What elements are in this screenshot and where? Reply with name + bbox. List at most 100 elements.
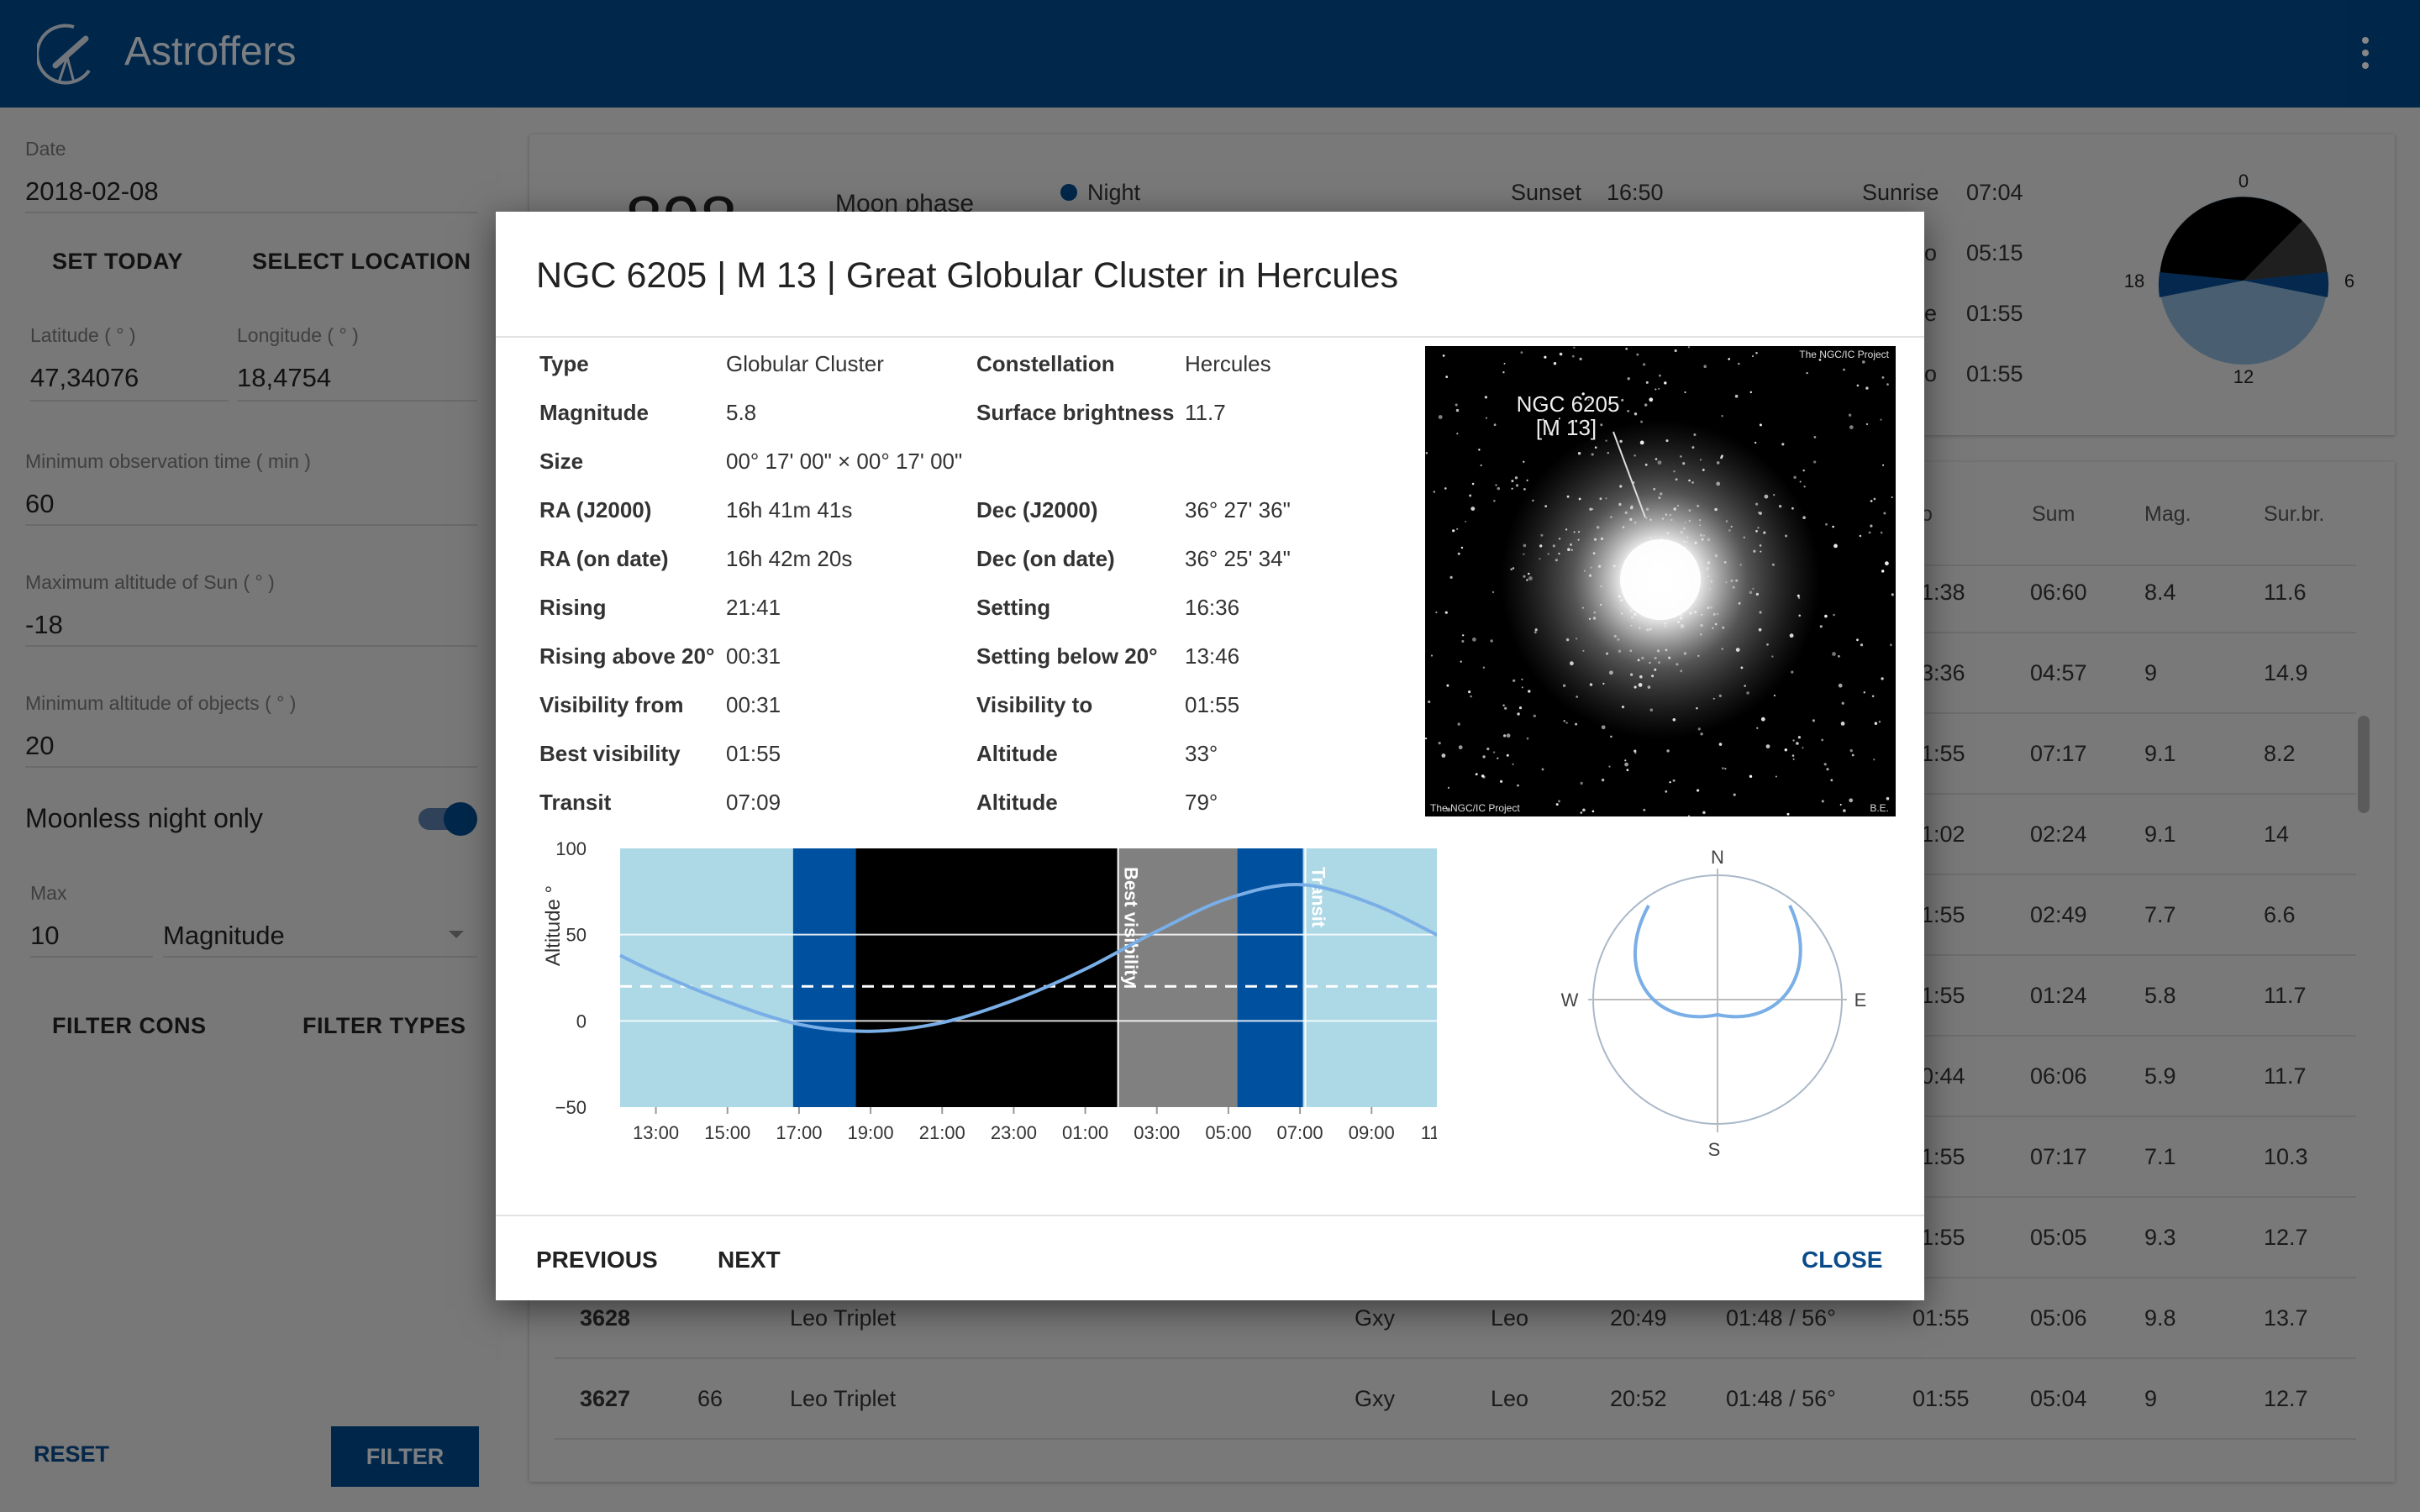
table-cell: 13.7 [2264,1305,2308,1331]
table-cell: 1:55 [1921,741,1965,766]
sunrise-value: 07:04 [1966,180,2023,205]
x-tick-label: 05:00 [1205,1122,1251,1143]
detail-value: 01:55 [1185,692,1240,717]
detail-value: 16:36 [1185,595,1240,620]
date-label: Date [25,138,66,160]
column-header-mag[interactable]: Mag. [2144,502,2191,526]
moonless-toggle-knob[interactable] [444,802,477,836]
max-sun-field[interactable]: -18 [25,610,63,639]
date-field[interactable]: 2018-02-08 [25,176,159,206]
sunset-value: 16:50 [1607,180,1664,205]
table-cell: 8.4 [2144,580,2176,605]
table-cell: Leo Triplet [790,1386,897,1411]
table-cell: 06:06 [2030,1063,2087,1089]
longitude-field[interactable]: 18,4754 [237,363,332,392]
sidebar [0,108,502,1512]
time-band [1118,848,1238,1107]
clock-label-12: 12 [2233,366,2254,386]
time-band [620,848,793,1107]
detail-value: 00:31 [726,643,781,669]
table-cell: 9 [2144,660,2158,685]
x-tick-label: 11:00 [1421,1122,1437,1143]
table-cell: Leo [1491,1386,1529,1411]
detail-value: 36° 25' 34" [1185,546,1291,571]
detail-key: Altitude [976,741,1058,766]
x-tick-label: 03:00 [1134,1122,1180,1143]
detail-key: Visibility from [539,692,684,717]
max-field[interactable]: 10 [30,921,60,950]
table-cell: 1:55 [1921,1144,1965,1169]
table-cell: 14.9 [2264,660,2308,685]
table-cell: 02:24 [2030,822,2087,847]
sunset-label: Sunset [1511,180,1582,205]
select-location-button[interactable]: SELECT LOCATION [252,249,471,274]
x-tick-label: 17:00 [776,1122,822,1143]
latitude-field[interactable]: 47,34076 [30,363,139,392]
detail-value: 13:46 [1185,643,1240,669]
y-tick-label: 100 [555,838,587,859]
min-alt-field[interactable]: 20 [25,731,55,760]
previous-button[interactable]: PREVIOUS [536,1247,658,1273]
column-header-sum[interactable]: Sum [2032,502,2075,526]
telescope-icon [37,24,91,85]
detail-key: Best visibility [539,741,681,766]
table-cell: 7.1 [2144,1144,2176,1169]
altitude-chart: Best visibility Transit 100 50 0 −50 13:00 15… [542,838,1437,1143]
summary-label-partial: o [1924,240,1938,265]
max-sun-label: Maximum altitude of Sun ( ° ) [25,571,275,593]
max-underline [30,956,153,958]
more-vert-icon[interactable] [2353,34,2378,74]
detail-key: Setting [976,595,1051,620]
app-title: Astroffers [124,29,297,74]
min-alt-underline [25,766,477,768]
x-tick-label: 01:00 [1062,1122,1108,1143]
detail-key: Rising [539,595,607,620]
image-credit-top: The NGC/IC Project [1799,349,1889,360]
table-cell: Gxy [1355,1386,1396,1411]
image-credit-initials: B.E. [1870,802,1889,814]
table-cell: 20:52 [1610,1386,1667,1411]
night-clock-chart: 0 6 12 18 [2124,171,2354,386]
chevron-down-icon[interactable] [449,931,464,938]
table-cell: 07:17 [2030,741,2087,766]
x-tick-label: 23:00 [991,1122,1037,1143]
detail-value: 01:55 [726,741,781,766]
close-button[interactable]: CLOSE [1802,1247,1883,1273]
sky-path [1633,905,1802,1019]
column-header-surbr[interactable]: Sur.br. [2264,502,2325,526]
detail-value: 16h 42m 20s [726,546,853,571]
max-label: Max [30,882,67,904]
compass-w: W [1561,990,1579,1011]
max-type-select[interactable]: Magnitude [163,921,285,950]
next-button[interactable]: NEXT [718,1247,781,1273]
max-type-underline [163,956,477,958]
reset-button[interactable]: RESET [34,1441,110,1467]
set-today-button[interactable]: SET TODAY [52,249,184,274]
table-cell: 8.2 [2264,741,2296,766]
y-tick-label: −50 [555,1097,587,1118]
filter-types-button[interactable]: FILTER TYPES [302,1013,466,1038]
table-cell: Leo Triplet [790,1305,897,1331]
x-tick-label: 13:00 [633,1122,679,1143]
table-cell: 11.7 [2264,983,2307,1008]
y-tick-label: 50 [566,925,587,946]
detail-value: 00° 17' 00" × 00° 17' 00" [726,449,963,474]
detail-key: Dec (on date) [976,546,1115,571]
detail-key: Constellation [976,351,1115,376]
table-row-divider [555,1438,2356,1440]
table-cell: 9.1 [2144,741,2176,766]
filter-cons-button[interactable]: FILTER CONS [52,1013,207,1038]
detail-key: Rising above 20° [539,643,715,669]
min-obs-field[interactable]: 60 [25,489,55,518]
table-cell: 9.8 [2144,1305,2176,1331]
table-cell: 05:04 [2030,1386,2087,1411]
table-cell: 5.8 [2144,983,2176,1008]
table-cell: 01:48 / 56° [1726,1305,1836,1331]
scrollbar-thumb[interactable] [2358,716,2370,813]
max-sun-underline [25,645,477,647]
table-cell: 01:24 [2030,983,2087,1008]
filter-button[interactable]: FILTER [331,1426,479,1487]
table-cell: 11.7 [2264,1063,2307,1089]
image-label-ngc: NGC 6205 [1517,391,1620,417]
table-cell: 3627 [580,1386,631,1411]
